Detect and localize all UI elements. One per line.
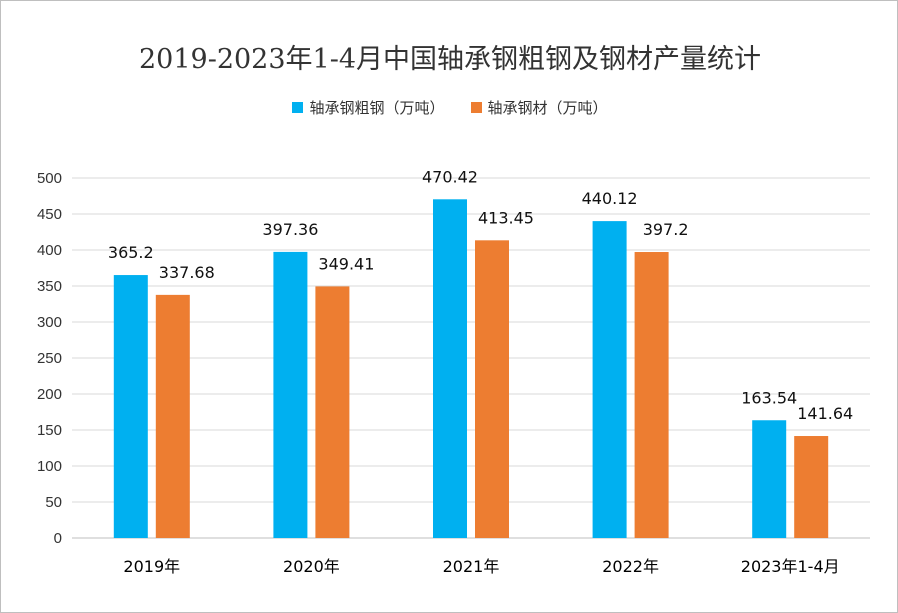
- bar-crude-steel: [592, 221, 627, 539]
- y-tick-label: 300: [37, 314, 62, 331]
- bar-steel-products: [634, 252, 669, 539]
- data-label: 413.45: [478, 208, 534, 227]
- bar-steel-products: [155, 294, 190, 538]
- data-label: 365.2: [108, 243, 154, 262]
- y-tick-label: 100: [37, 458, 62, 475]
- legend: 轴承钢粗钢（万吨） 轴承钢材（万吨）: [1, 97, 898, 118]
- y-tick-label: 500: [37, 170, 62, 187]
- x-tick-label: 2023年1-4月: [741, 557, 840, 576]
- bar-crude-steel: [433, 199, 467, 538]
- data-label: 470.42: [422, 167, 478, 186]
- x-tick-label: 2019年: [123, 557, 180, 576]
- data-label: 141.64: [797, 404, 853, 423]
- chart-title: 2019-2023年1-4月中国轴承钢粗钢及钢材产量统计: [138, 44, 762, 75]
- data-label: 337.68: [159, 263, 215, 282]
- legend-item-steel-products: 轴承钢材（万吨）: [470, 97, 608, 118]
- bar-crude-steel: [273, 251, 308, 538]
- legend-swatch-steel-products: [470, 102, 482, 113]
- x-tick-label: 2021年: [443, 557, 500, 576]
- x-tick-label: 2020年: [283, 557, 340, 576]
- bar-steel-products: [315, 286, 350, 538]
- legend-item-crude-steel: 轴承钢粗钢（万吨）: [292, 97, 445, 118]
- data-label: 440.12: [582, 189, 638, 208]
- y-tick-label: 50: [45, 494, 62, 511]
- y-tick-label: 200: [37, 386, 62, 403]
- y-tick-label: 150: [37, 422, 62, 439]
- bar-steel-products: [794, 436, 829, 538]
- legend-label-steel-products: 轴承钢材（万吨）: [487, 99, 608, 117]
- legend-label-crude-steel: 轴承钢粗钢（万吨）: [309, 99, 445, 117]
- legend-swatch-crude-steel: [292, 102, 304, 113]
- data-label: 397.2: [643, 220, 689, 239]
- data-label: 397.36: [262, 220, 318, 239]
- y-tick-label: 250: [37, 350, 62, 367]
- data-label: 163.54: [741, 388, 797, 407]
- y-tick-label: 450: [37, 206, 62, 223]
- data-label: 349.41: [318, 254, 374, 273]
- bar-steel-products: [475, 240, 509, 539]
- y-tick-label: 350: [37, 278, 62, 295]
- bar-crude-steel: [113, 275, 148, 538]
- y-tick-label: 400: [37, 242, 62, 259]
- bar-crude-steel: [752, 420, 787, 538]
- y-tick-label: 0: [54, 530, 62, 547]
- x-tick-label: 2022年: [602, 557, 659, 576]
